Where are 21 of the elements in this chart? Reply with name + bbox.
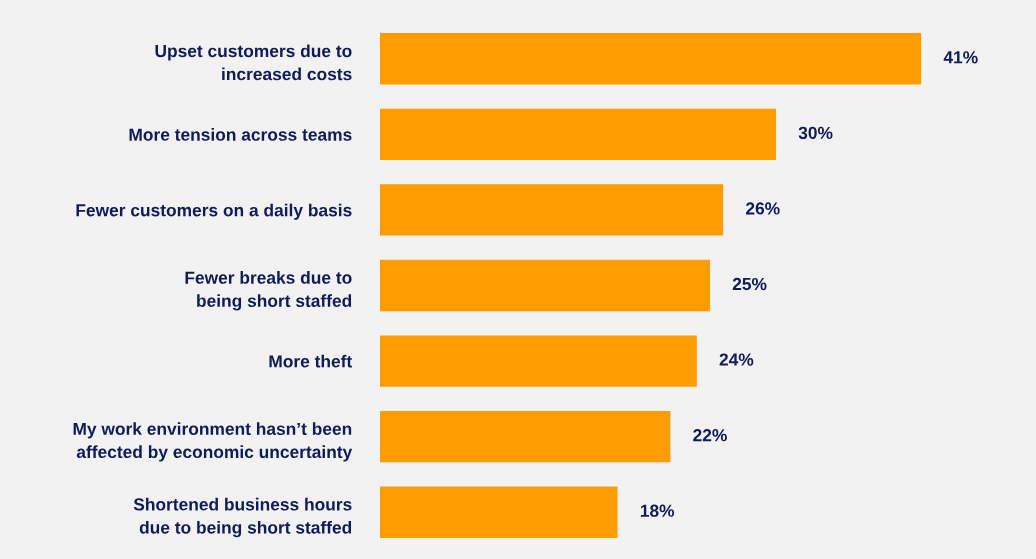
bar [380,486,618,538]
y-tick-label: More theft [269,354,353,368]
y-tick-label: Fewer breaks due to being short staffed [185,271,352,311]
y-tick-label: Upset customers due to increased costs [155,44,352,81]
bar [380,410,671,463]
data-label: 41% [943,51,978,64]
bar [380,184,724,236]
data-label: 18% [640,504,675,517]
data-label: 25% [732,277,767,291]
y-tick-label: My work environment hasn’t been affected by economic uncertainty [73,422,353,462]
y-tick-label: Fewer customers on a daily basis [76,203,352,220]
data-label: 22% [693,429,727,442]
y-tick-label: Shortened business hours due to being short staffed [133,497,352,538]
y-tick-label: More tension across teams [129,128,352,141]
data-label: 30% [798,126,833,140]
data-label: 24% [719,353,754,366]
data-label: 26% [746,202,780,215]
bar [380,108,776,161]
bar [380,259,710,312]
bar [380,335,697,387]
bar [380,33,922,85]
